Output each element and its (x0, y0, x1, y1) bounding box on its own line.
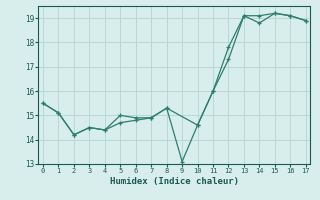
X-axis label: Humidex (Indice chaleur): Humidex (Indice chaleur) (110, 177, 239, 186)
